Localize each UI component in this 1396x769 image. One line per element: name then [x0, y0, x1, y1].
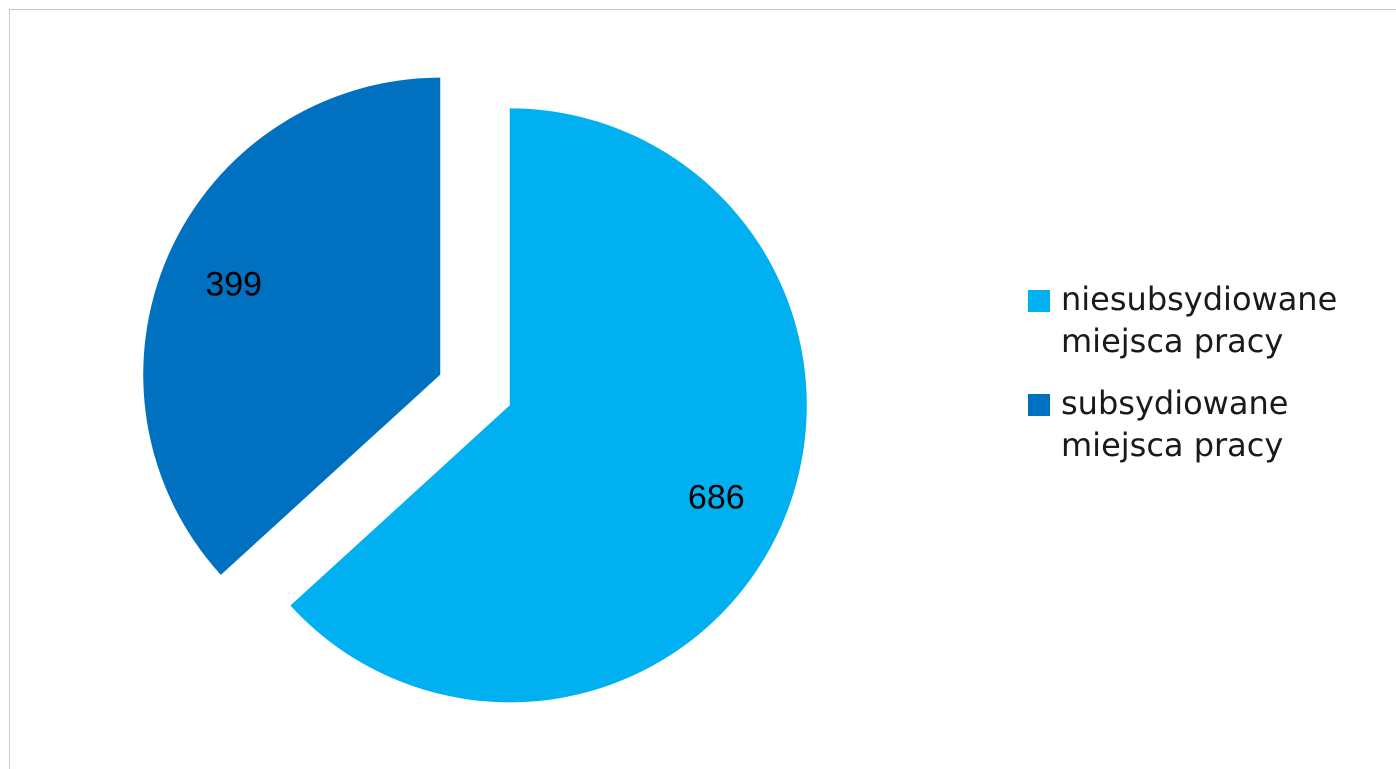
legend-label: niesubsydiowane miejsca pracy	[1061, 280, 1338, 360]
pie-slice-niesubsydiowane	[290, 108, 807, 703]
legend-item-subsydiowane: subsydiowane miejsca pracy	[1028, 382, 1396, 466]
data-labels: 686 399	[205, 266, 744, 517]
data-label-niesubsydiowane: 686	[688, 478, 745, 516]
data-label-subsydiowane: 399	[205, 266, 262, 304]
legend: niesubsydiowane miejsca pracy subsydiowa…	[1028, 278, 1396, 486]
legend-swatch-dark-blue	[1028, 394, 1050, 416]
pie-slice-subsydiowane	[143, 77, 441, 575]
legend-item-niesubsydiowane: niesubsydiowane miejsca pracy	[1028, 278, 1396, 362]
pie-slices	[143, 77, 807, 703]
legend-label: subsydiowane miejsca pracy	[1061, 384, 1289, 464]
legend-swatch-light-blue	[1028, 290, 1050, 312]
